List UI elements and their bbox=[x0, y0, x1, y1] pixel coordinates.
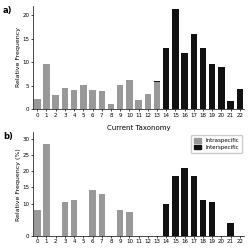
Bar bbox=[228, 223, 234, 236]
Bar bbox=[182, 53, 188, 109]
Text: a): a) bbox=[3, 6, 13, 15]
Bar bbox=[98, 194, 105, 236]
Bar bbox=[154, 82, 160, 109]
Bar bbox=[154, 81, 160, 109]
Bar bbox=[71, 200, 77, 236]
Bar bbox=[117, 85, 123, 109]
Bar bbox=[126, 212, 132, 236]
Bar bbox=[43, 64, 50, 109]
Bar bbox=[52, 95, 59, 109]
Bar bbox=[126, 80, 132, 109]
Bar bbox=[71, 90, 77, 109]
Bar bbox=[80, 85, 86, 109]
Bar bbox=[172, 9, 178, 109]
Bar bbox=[89, 90, 96, 109]
Bar bbox=[108, 104, 114, 109]
Bar bbox=[89, 190, 96, 236]
Bar bbox=[200, 200, 206, 236]
Bar bbox=[209, 64, 216, 109]
Bar bbox=[209, 202, 216, 236]
Title: Current Taxonomy: Current Taxonomy bbox=[107, 124, 170, 130]
Bar bbox=[117, 210, 123, 236]
Bar bbox=[228, 101, 234, 109]
Y-axis label: Relative Frequency (%): Relative Frequency (%) bbox=[16, 148, 21, 220]
Bar bbox=[135, 100, 142, 109]
Bar bbox=[182, 168, 188, 236]
Text: b): b) bbox=[3, 132, 13, 141]
Bar bbox=[200, 48, 206, 109]
Bar bbox=[43, 144, 50, 236]
Bar bbox=[34, 99, 40, 109]
Bar bbox=[34, 210, 40, 236]
Bar bbox=[62, 202, 68, 236]
Bar bbox=[190, 176, 197, 236]
Bar bbox=[190, 34, 197, 109]
Bar bbox=[144, 94, 151, 109]
Bar bbox=[62, 88, 68, 109]
Bar bbox=[163, 204, 170, 236]
Bar bbox=[163, 48, 170, 109]
Bar bbox=[98, 91, 105, 109]
Y-axis label: Relative Frequency: Relative Frequency bbox=[16, 27, 21, 87]
Bar bbox=[218, 67, 225, 109]
Legend: Intraspecific, Interspecific: Intraspecific, Interspecific bbox=[191, 135, 242, 153]
Bar bbox=[236, 90, 243, 109]
Bar bbox=[172, 176, 178, 236]
